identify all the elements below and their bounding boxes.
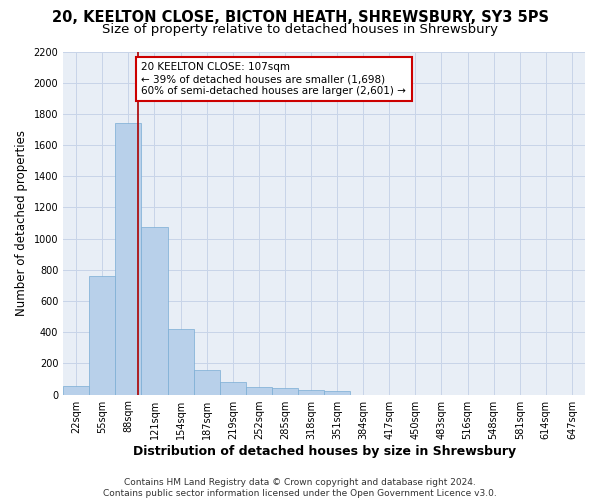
Y-axis label: Number of detached properties: Number of detached properties [15,130,28,316]
X-axis label: Distribution of detached houses by size in Shrewsbury: Distribution of detached houses by size … [133,444,515,458]
Bar [89,276,115,394]
Bar [298,390,324,394]
Text: 20 KEELTON CLOSE: 107sqm
← 39% of detached houses are smaller (1,698)
60% of sem: 20 KEELTON CLOSE: 107sqm ← 39% of detach… [142,62,406,96]
Bar [220,382,246,394]
Text: 20, KEELTON CLOSE, BICTON HEATH, SHREWSBURY, SY3 5PS: 20, KEELTON CLOSE, BICTON HEATH, SHREWSB… [52,10,548,25]
Bar [167,329,194,394]
Bar [63,386,89,394]
Text: Size of property relative to detached houses in Shrewsbury: Size of property relative to detached ho… [102,22,498,36]
Bar [194,370,220,394]
Bar [142,227,167,394]
Bar [324,391,350,394]
Text: Contains HM Land Registry data © Crown copyright and database right 2024.
Contai: Contains HM Land Registry data © Crown c… [103,478,497,498]
Bar [115,123,142,394]
Bar [272,388,298,394]
Bar [246,388,272,394]
